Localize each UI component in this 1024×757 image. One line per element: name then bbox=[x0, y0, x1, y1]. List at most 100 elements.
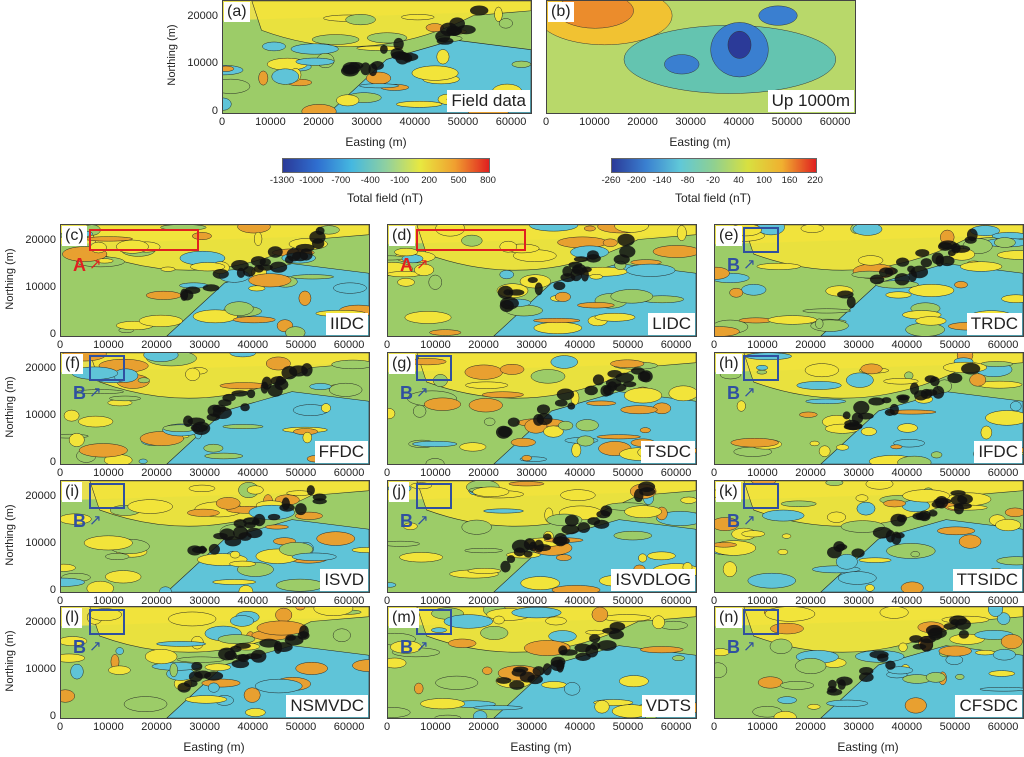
contour-region bbox=[61, 563, 76, 572]
grid-xtick: 50000 bbox=[939, 467, 971, 479]
contour-region bbox=[291, 552, 337, 561]
contour-region bbox=[253, 231, 263, 246]
grid-xtick: 0 bbox=[710, 721, 718, 733]
grid-xtick: 20000 bbox=[468, 595, 499, 607]
arrow-icon: ↗ bbox=[416, 384, 429, 401]
contour-region bbox=[329, 382, 363, 397]
grid-xtick: 60000 bbox=[660, 595, 692, 607]
contour-region bbox=[890, 513, 906, 527]
method-label: FFDC bbox=[314, 441, 368, 463]
colorbar-tick: 160 bbox=[781, 175, 798, 186]
contour-region bbox=[997, 250, 1023, 260]
contour-region bbox=[435, 675, 479, 690]
panel-label: (d) bbox=[389, 226, 415, 246]
contour-region bbox=[639, 427, 651, 433]
contour-region bbox=[115, 647, 124, 655]
contour-region bbox=[1001, 294, 1023, 303]
contour-region bbox=[851, 548, 865, 558]
contour-region bbox=[533, 318, 581, 324]
grid-xtick: 40000 bbox=[564, 721, 596, 733]
contour-region bbox=[619, 675, 649, 688]
contour-region bbox=[271, 68, 300, 85]
contour-region bbox=[773, 711, 797, 718]
contour-region bbox=[610, 289, 654, 304]
colorbar-tick: -1300 bbox=[269, 175, 295, 186]
contour-region bbox=[290, 274, 334, 280]
contour-region bbox=[947, 373, 963, 384]
map-panel-f: (f) FFDC B ↗ bbox=[60, 352, 370, 465]
contour-region bbox=[414, 682, 424, 695]
contour-region bbox=[259, 258, 271, 267]
contour-region bbox=[311, 238, 325, 249]
grid-ytick: 20000 bbox=[25, 489, 56, 502]
contour-region bbox=[290, 43, 339, 55]
contour-region bbox=[191, 661, 203, 671]
contour-region bbox=[336, 94, 360, 107]
contour-region bbox=[909, 635, 923, 643]
contour-region bbox=[896, 394, 910, 401]
colorbar-tick: -100 bbox=[390, 175, 410, 186]
contour-region bbox=[61, 513, 92, 525]
contour-region bbox=[380, 44, 388, 54]
contour-region bbox=[204, 452, 244, 460]
contour-region bbox=[192, 309, 238, 324]
grid-xtick: 40000 bbox=[237, 467, 269, 479]
colorbar-tick: -700 bbox=[331, 175, 351, 186]
grid-xtick: 40000 bbox=[891, 721, 923, 733]
contour-region bbox=[567, 402, 576, 410]
contour-region bbox=[715, 326, 740, 336]
grid-xtick: 10000 bbox=[420, 595, 451, 607]
contour-region bbox=[577, 522, 591, 533]
contour-region bbox=[996, 556, 1023, 566]
contour-region bbox=[846, 296, 856, 309]
contour-region bbox=[592, 374, 605, 386]
grid-xtick: 10000 bbox=[93, 339, 124, 351]
contour-region bbox=[533, 321, 583, 334]
contour-region bbox=[483, 508, 524, 514]
contour-region bbox=[523, 550, 533, 558]
contour-region bbox=[498, 18, 513, 29]
panel-label: (c) bbox=[62, 226, 87, 246]
contour-region bbox=[279, 503, 295, 512]
top-xtick: 40000 bbox=[399, 116, 431, 128]
contour-region bbox=[958, 534, 982, 549]
contour-region bbox=[185, 695, 228, 704]
grid-xtick: 20000 bbox=[468, 467, 499, 479]
grid-xtick: 0 bbox=[56, 339, 64, 351]
contour-region bbox=[187, 508, 220, 517]
contour-region bbox=[459, 442, 487, 452]
grid-ytick: 20000 bbox=[25, 361, 56, 374]
contour-region bbox=[954, 281, 968, 289]
top-xtick: 50000 bbox=[771, 116, 803, 128]
contour-region bbox=[275, 578, 325, 592]
region-marker: B bbox=[73, 637, 86, 657]
contour-region bbox=[571, 442, 582, 458]
region-marker: B bbox=[400, 511, 413, 531]
map-panel-e: (e) TRDC B ↗ bbox=[714, 224, 1024, 337]
grid-ylabel: Northing (m) bbox=[4, 503, 16, 566]
grid-xtick: 30000 bbox=[189, 467, 220, 479]
contour-region bbox=[356, 45, 404, 51]
grid-xtick: 50000 bbox=[939, 721, 971, 733]
contour-region bbox=[715, 662, 728, 679]
grid-ytick: 10000 bbox=[25, 536, 56, 549]
contour-region bbox=[762, 509, 805, 522]
contour-region bbox=[949, 615, 968, 626]
method-label: NSMVDC bbox=[286, 695, 368, 717]
contour-region bbox=[203, 443, 224, 453]
contour-region bbox=[411, 65, 459, 81]
contour-region bbox=[600, 384, 612, 397]
map-panel-g: (g) TSDC B ↗ bbox=[387, 352, 697, 465]
grid-ytick: 0 bbox=[49, 328, 56, 340]
contour-region bbox=[461, 234, 483, 247]
contour-region bbox=[184, 286, 201, 294]
contour-region bbox=[267, 246, 283, 258]
grid-xtick: 40000 bbox=[564, 595, 596, 607]
contour-region bbox=[534, 282, 543, 296]
contour-region bbox=[83, 535, 133, 551]
contour-region bbox=[562, 266, 573, 277]
contour-region bbox=[610, 359, 645, 368]
top-xtick: 60000 bbox=[495, 116, 527, 128]
highlight-box bbox=[416, 229, 526, 251]
grid-xtick: 40000 bbox=[891, 595, 923, 607]
